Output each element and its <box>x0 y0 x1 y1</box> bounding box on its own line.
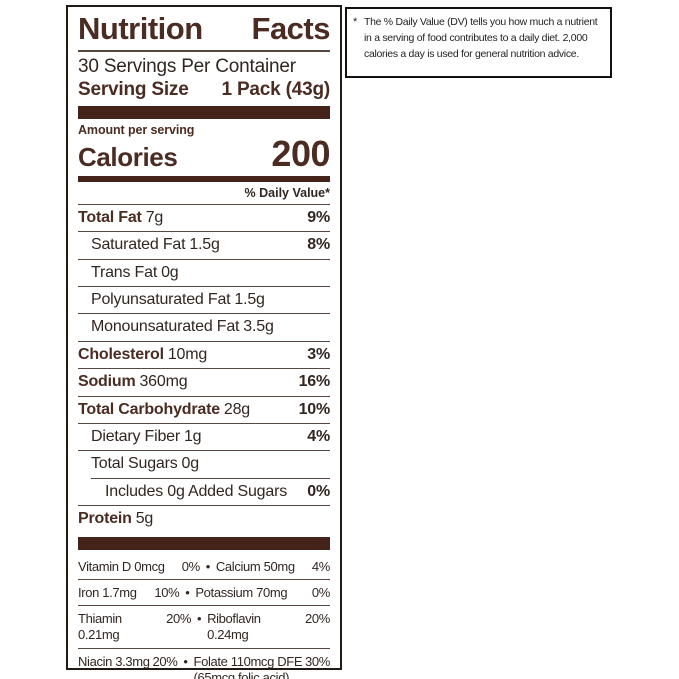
nutrient-row: Polyunsaturated Fat 1.5g <box>78 286 330 313</box>
nutrient-amount: 5g <box>135 510 154 528</box>
micro-left-name: Iron 1.7mg <box>78 584 137 600</box>
micro-right-name: Potassium 70mg <box>195 584 288 600</box>
nutrient-row: Cholesterol 10mg 3% <box>78 340 330 368</box>
micro-right-dv: 30% <box>305 653 330 669</box>
micro-left-dv: 20% <box>152 653 178 669</box>
nutrient-name: Total Fat <box>78 208 142 226</box>
separator-bar-medium <box>78 175 330 182</box>
nutrient-name: Sodium <box>78 373 136 391</box>
nutrient-name: Saturated Fat <box>91 236 186 254</box>
micronutrient-row: Iron 1.7mg 10% • Potassium 70mg 0% <box>78 578 330 605</box>
nutrient-row: Includes 0g Added Sugars 0% <box>78 477 330 505</box>
footnote-text: The % Daily Value (DV) tells you how muc… <box>364 16 598 60</box>
nutrient-amount: 1g <box>183 428 202 445</box>
separator-bar-thick-top <box>78 105 330 119</box>
nutrient-name: Total Sugars <box>91 455 178 473</box>
footnote-asterisk: * <box>353 16 357 28</box>
title-divider <box>78 49 330 52</box>
bullet-separator-icon: • <box>196 611 202 627</box>
micro-right-dv: 4% <box>311 558 330 574</box>
nutrient-name: Trans Fat <box>91 263 158 281</box>
micro-right-name: Riboflavin 0.24mg <box>207 611 261 643</box>
nutrient-dv: 16% <box>298 373 331 391</box>
nutrient-name: Total Carbohydrate <box>78 400 220 418</box>
micronutrient-table: Vitamin D 0mcg 0% • Calcium 50mg 4% Iron… <box>78 554 330 679</box>
calories-value: 200 <box>271 132 330 174</box>
nutrient-amount: 3.5g <box>243 318 274 336</box>
nutrient-amount: 360mg <box>139 373 188 391</box>
nutrient-row: Total Carbohydrate 28g 10% <box>78 395 331 423</box>
nutrient-amount: 10mg <box>167 345 208 363</box>
micronutrient-row: Vitamin D 0mcg 0% • Calcium 50mg 4% <box>78 554 330 579</box>
nutrient-row: Monounsaturated Fat 3.5g <box>78 313 330 340</box>
micro-left-name: Vitamin D 0mcg <box>78 558 165 574</box>
micro-left-dv: 0% <box>181 558 200 574</box>
nutrient-row: Total Sugars 0g <box>78 450 330 477</box>
nutrient-amount: 1.5g <box>234 291 265 309</box>
micro-left-name: Thiamin 0.21mg <box>78 611 122 643</box>
nutrient-name: Polyunsaturated Fat <box>91 291 231 309</box>
label-title: Nutrition Facts <box>78 11 331 46</box>
nutrient-rows: Total Fat 7g 9% Saturated Fat 1.5g 8% Tr… <box>78 203 331 533</box>
bullet-separator-icon: • <box>183 653 188 669</box>
micro-left-dv: 20% <box>166 611 192 627</box>
serving-size-value: 1 Pack (43g) <box>221 79 331 101</box>
nutrition-facts-label: Nutrition Facts 30 Servings Per Containe… <box>66 5 342 679</box>
nutrient-dv: 9% <box>307 208 330 226</box>
micro-right-dv: 0% <box>311 584 330 600</box>
micro-left-dv: 10% <box>154 584 180 600</box>
nutrient-row: Total Fat 7g 9% <box>78 203 330 231</box>
micro-right-name: Calcium 50mg <box>215 558 295 574</box>
bullet-separator-icon: • <box>185 584 190 600</box>
nutrient-dv: 8% <box>307 236 330 254</box>
nutrient-name: Protein <box>78 510 132 528</box>
nutrient-amount: 0g <box>181 455 200 473</box>
micronutrient-row: Thiamin 0.21mg 20% • Riboflavin 0.24mg 2… <box>78 605 330 648</box>
nutrient-row: Protein 5g <box>78 505 330 532</box>
serving-size-label: Serving Size <box>78 79 189 101</box>
nutrient-amount: 0g <box>161 263 179 281</box>
nutrient-amount: 7g <box>145 208 164 226</box>
servings-per-container: 30 Servings Per Container <box>78 55 296 77</box>
nutrient-dv: 3% <box>307 345 330 363</box>
nutrient-name: Cholesterol <box>78 345 164 363</box>
nutrient-dv: 4% <box>307 428 330 445</box>
nutrient-row: Saturated Fat 1.5g 8% <box>78 231 330 258</box>
nutrient-name: Monounsaturated Fat <box>91 318 240 336</box>
nutrient-row: Trans Fat 0g <box>78 258 330 286</box>
nutrient-name: Includes 0g Added Sugars <box>105 482 288 500</box>
micro-left-name: Niacin 3.3mg <box>78 653 150 669</box>
micro-right-dv: 20% <box>305 611 330 627</box>
serving-size-row: Serving Size 1 Pack (43g) <box>78 78 330 102</box>
nutrient-row: Dietary Fiber 1g 4% <box>78 423 330 450</box>
nutrient-name: Dietary Fiber <box>91 428 180 445</box>
nutrient-dv: 10% <box>298 400 331 418</box>
nutrient-amount: 1.5g <box>189 236 220 254</box>
calories-row: Calories 200 <box>78 132 330 174</box>
separator-bar-thick-bottom <box>78 536 330 550</box>
dv-footnote: * The % Daily Value (DV) tells you how m… <box>345 7 612 78</box>
nutrient-row: Sodium 360mg 16% <box>78 368 330 395</box>
daily-value-header: % Daily Value* <box>244 185 330 200</box>
nutrient-amount: 28g <box>223 400 251 418</box>
calories-label: Calories <box>78 141 178 172</box>
amount-per-serving-label: Amount per serving <box>78 122 195 137</box>
nutrient-dv: 0% <box>307 482 330 500</box>
bullet-separator-icon: • <box>205 558 211 574</box>
micronutrient-row: Niacin 3.3mg 20% • Folate 110mcg DFE 30%… <box>78 647 330 679</box>
micro-right-name: Folate 110mcg DFE <box>193 653 303 669</box>
micro-right-subtext: (65mcg folic acid) <box>193 669 290 679</box>
